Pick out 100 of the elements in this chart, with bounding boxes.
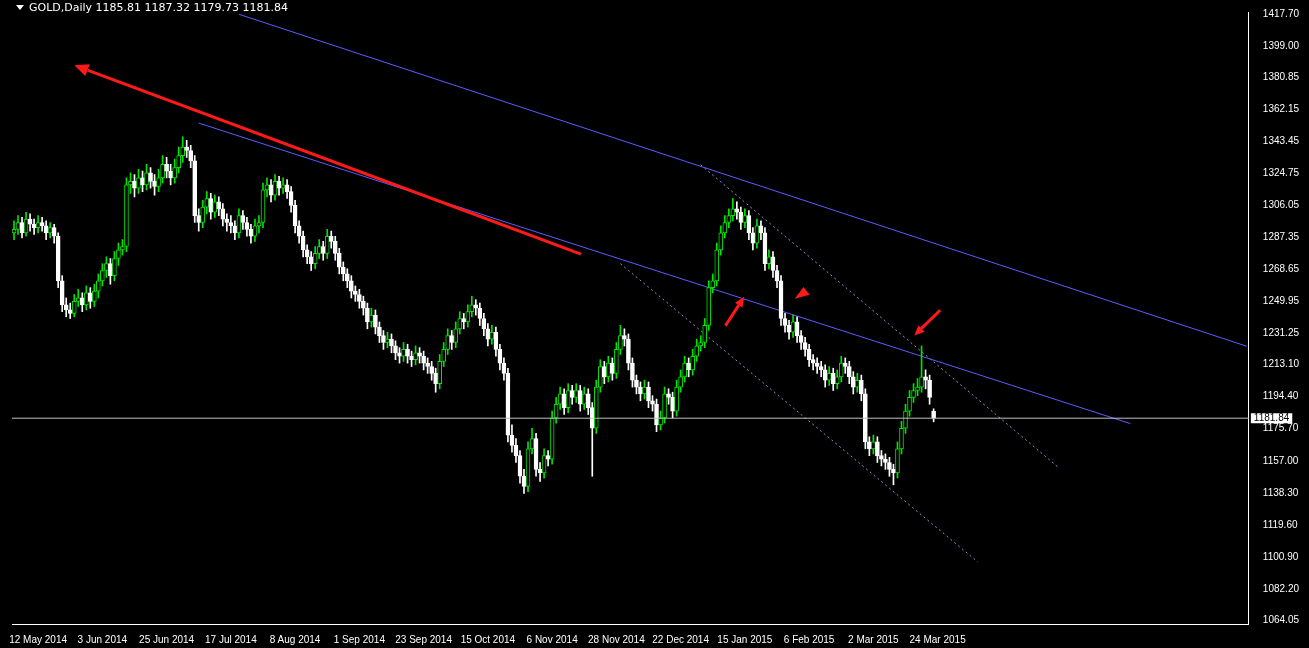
candlestick — [686, 357, 691, 378]
candlestick — [160, 155, 165, 184]
candlestick — [606, 355, 611, 383]
candlestick — [879, 450, 884, 467]
candlestick — [895, 441, 900, 479]
ref-line-label: 1181.84 — [1253, 411, 1290, 423]
candlestick — [678, 369, 683, 393]
y-tick-label: 1380.85 — [1262, 70, 1300, 82]
candlestick — [164, 157, 169, 179]
candlestick — [658, 410, 663, 431]
x-tick-label: 1 Sep 2014 — [333, 633, 386, 645]
y-tick-label: 1157.00 — [1262, 454, 1299, 466]
candlestick — [859, 374, 864, 402]
candlestick — [409, 350, 414, 367]
chart-title: GOLD,Daily 1185.81 1187.32 1179.73 1181.84 — [29, 1, 289, 14]
candlestick — [425, 357, 430, 374]
candlestick — [405, 343, 410, 364]
y-tick-label: 1138.30 — [1262, 486, 1299, 498]
candlestick — [662, 386, 667, 424]
x-tick-label: 12 May 2014 — [9, 633, 68, 645]
candlestick — [867, 436, 872, 456]
candlestick — [361, 295, 366, 316]
candlestick — [136, 169, 141, 194]
candlestick — [132, 174, 137, 198]
candlestick — [104, 256, 109, 278]
candlestick — [907, 390, 912, 417]
candlestick — [919, 345, 924, 393]
y-tick-label: 1119.60 — [1262, 518, 1298, 530]
x-tick-label: 24 Mar 2015 — [909, 633, 967, 645]
candlestick — [931, 408, 936, 423]
x-tick-label: 6 Feb 2015 — [783, 633, 835, 645]
candlestick — [180, 136, 185, 163]
candlestick — [389, 333, 394, 354]
candlestick — [152, 174, 157, 196]
x-tick-label: 15 Oct 2014 — [460, 633, 516, 645]
candlestick — [887, 457, 892, 477]
candlestick — [172, 158, 177, 184]
candlestick — [429, 361, 434, 381]
candlestick — [927, 374, 932, 405]
y-tick-label: 1213.10 — [1262, 358, 1300, 370]
candlestick — [369, 307, 374, 328]
candlestick — [116, 242, 121, 266]
candlestick — [646, 381, 651, 408]
candlestick — [666, 388, 671, 405]
candlestick — [923, 369, 928, 390]
candlestick — [128, 172, 133, 194]
x-tick-label: 17 Jul 2014 — [205, 633, 258, 645]
candlestick — [875, 436, 880, 463]
x-tick-label: 15 Jan 2015 — [717, 633, 773, 645]
candlestick — [883, 453, 888, 470]
candlestick — [622, 328, 627, 347]
y-tick-label: 1249.95 — [1262, 295, 1300, 307]
y-tick-label: 1362.15 — [1262, 102, 1300, 114]
candlestick — [353, 285, 358, 302]
candlestick — [373, 309, 378, 335]
candlestick — [421, 350, 426, 371]
candlestick — [377, 321, 382, 343]
candlestick — [365, 302, 370, 330]
candlestick — [899, 421, 904, 455]
candlestick — [614, 342, 619, 379]
candlestick — [108, 258, 113, 285]
y-tick-label: 1100.90 — [1262, 550, 1299, 562]
candlestick — [650, 395, 655, 412]
candlestick — [156, 169, 161, 192]
x-tick-label: 22 Dec 2014 — [652, 633, 710, 645]
y-tick-label: 1287.35 — [1262, 231, 1300, 243]
y-tick-label: 1268.65 — [1262, 263, 1300, 275]
candlestick — [120, 239, 125, 256]
y-tick-label: 1417.70 — [1262, 7, 1300, 19]
candlestick — [642, 379, 647, 400]
candlestick — [401, 342, 406, 362]
candlestick — [176, 146, 181, 174]
y-tick-label: 1064.05 — [1262, 613, 1300, 625]
candlestick — [903, 403, 908, 434]
candlestick — [397, 347, 402, 364]
candlestick — [863, 388, 868, 450]
candlestick — [654, 398, 659, 432]
candlestick — [911, 383, 916, 403]
candlestick — [357, 289, 362, 309]
candlestick — [618, 325, 623, 355]
y-tick-label: 1324.75 — [1262, 166, 1300, 178]
y-tick-label: 1231.25 — [1262, 327, 1300, 339]
candlestick — [630, 357, 635, 388]
candlestick — [871, 434, 876, 455]
x-tick-label: 25 Jun 2014 — [139, 633, 195, 645]
candlestick — [674, 379, 679, 417]
candlestick — [626, 333, 631, 371]
y-tick-label: 1194.40 — [1262, 390, 1299, 402]
x-tick-label: 8 Aug 2014 — [269, 633, 321, 645]
candlestick — [168, 163, 173, 186]
x-tick-label: 6 Nov 2014 — [526, 633, 579, 645]
candlestick — [610, 357, 615, 381]
candlestick — [433, 367, 438, 393]
y-tick-label: 1306.05 — [1262, 199, 1300, 211]
y-tick-label: 1399.00 — [1262, 39, 1300, 51]
candlestick — [385, 331, 390, 348]
candlestick — [682, 355, 687, 383]
candlestick — [601, 361, 607, 384]
candlestick — [638, 381, 643, 402]
y-tick-label: 1343.45 — [1262, 134, 1300, 146]
